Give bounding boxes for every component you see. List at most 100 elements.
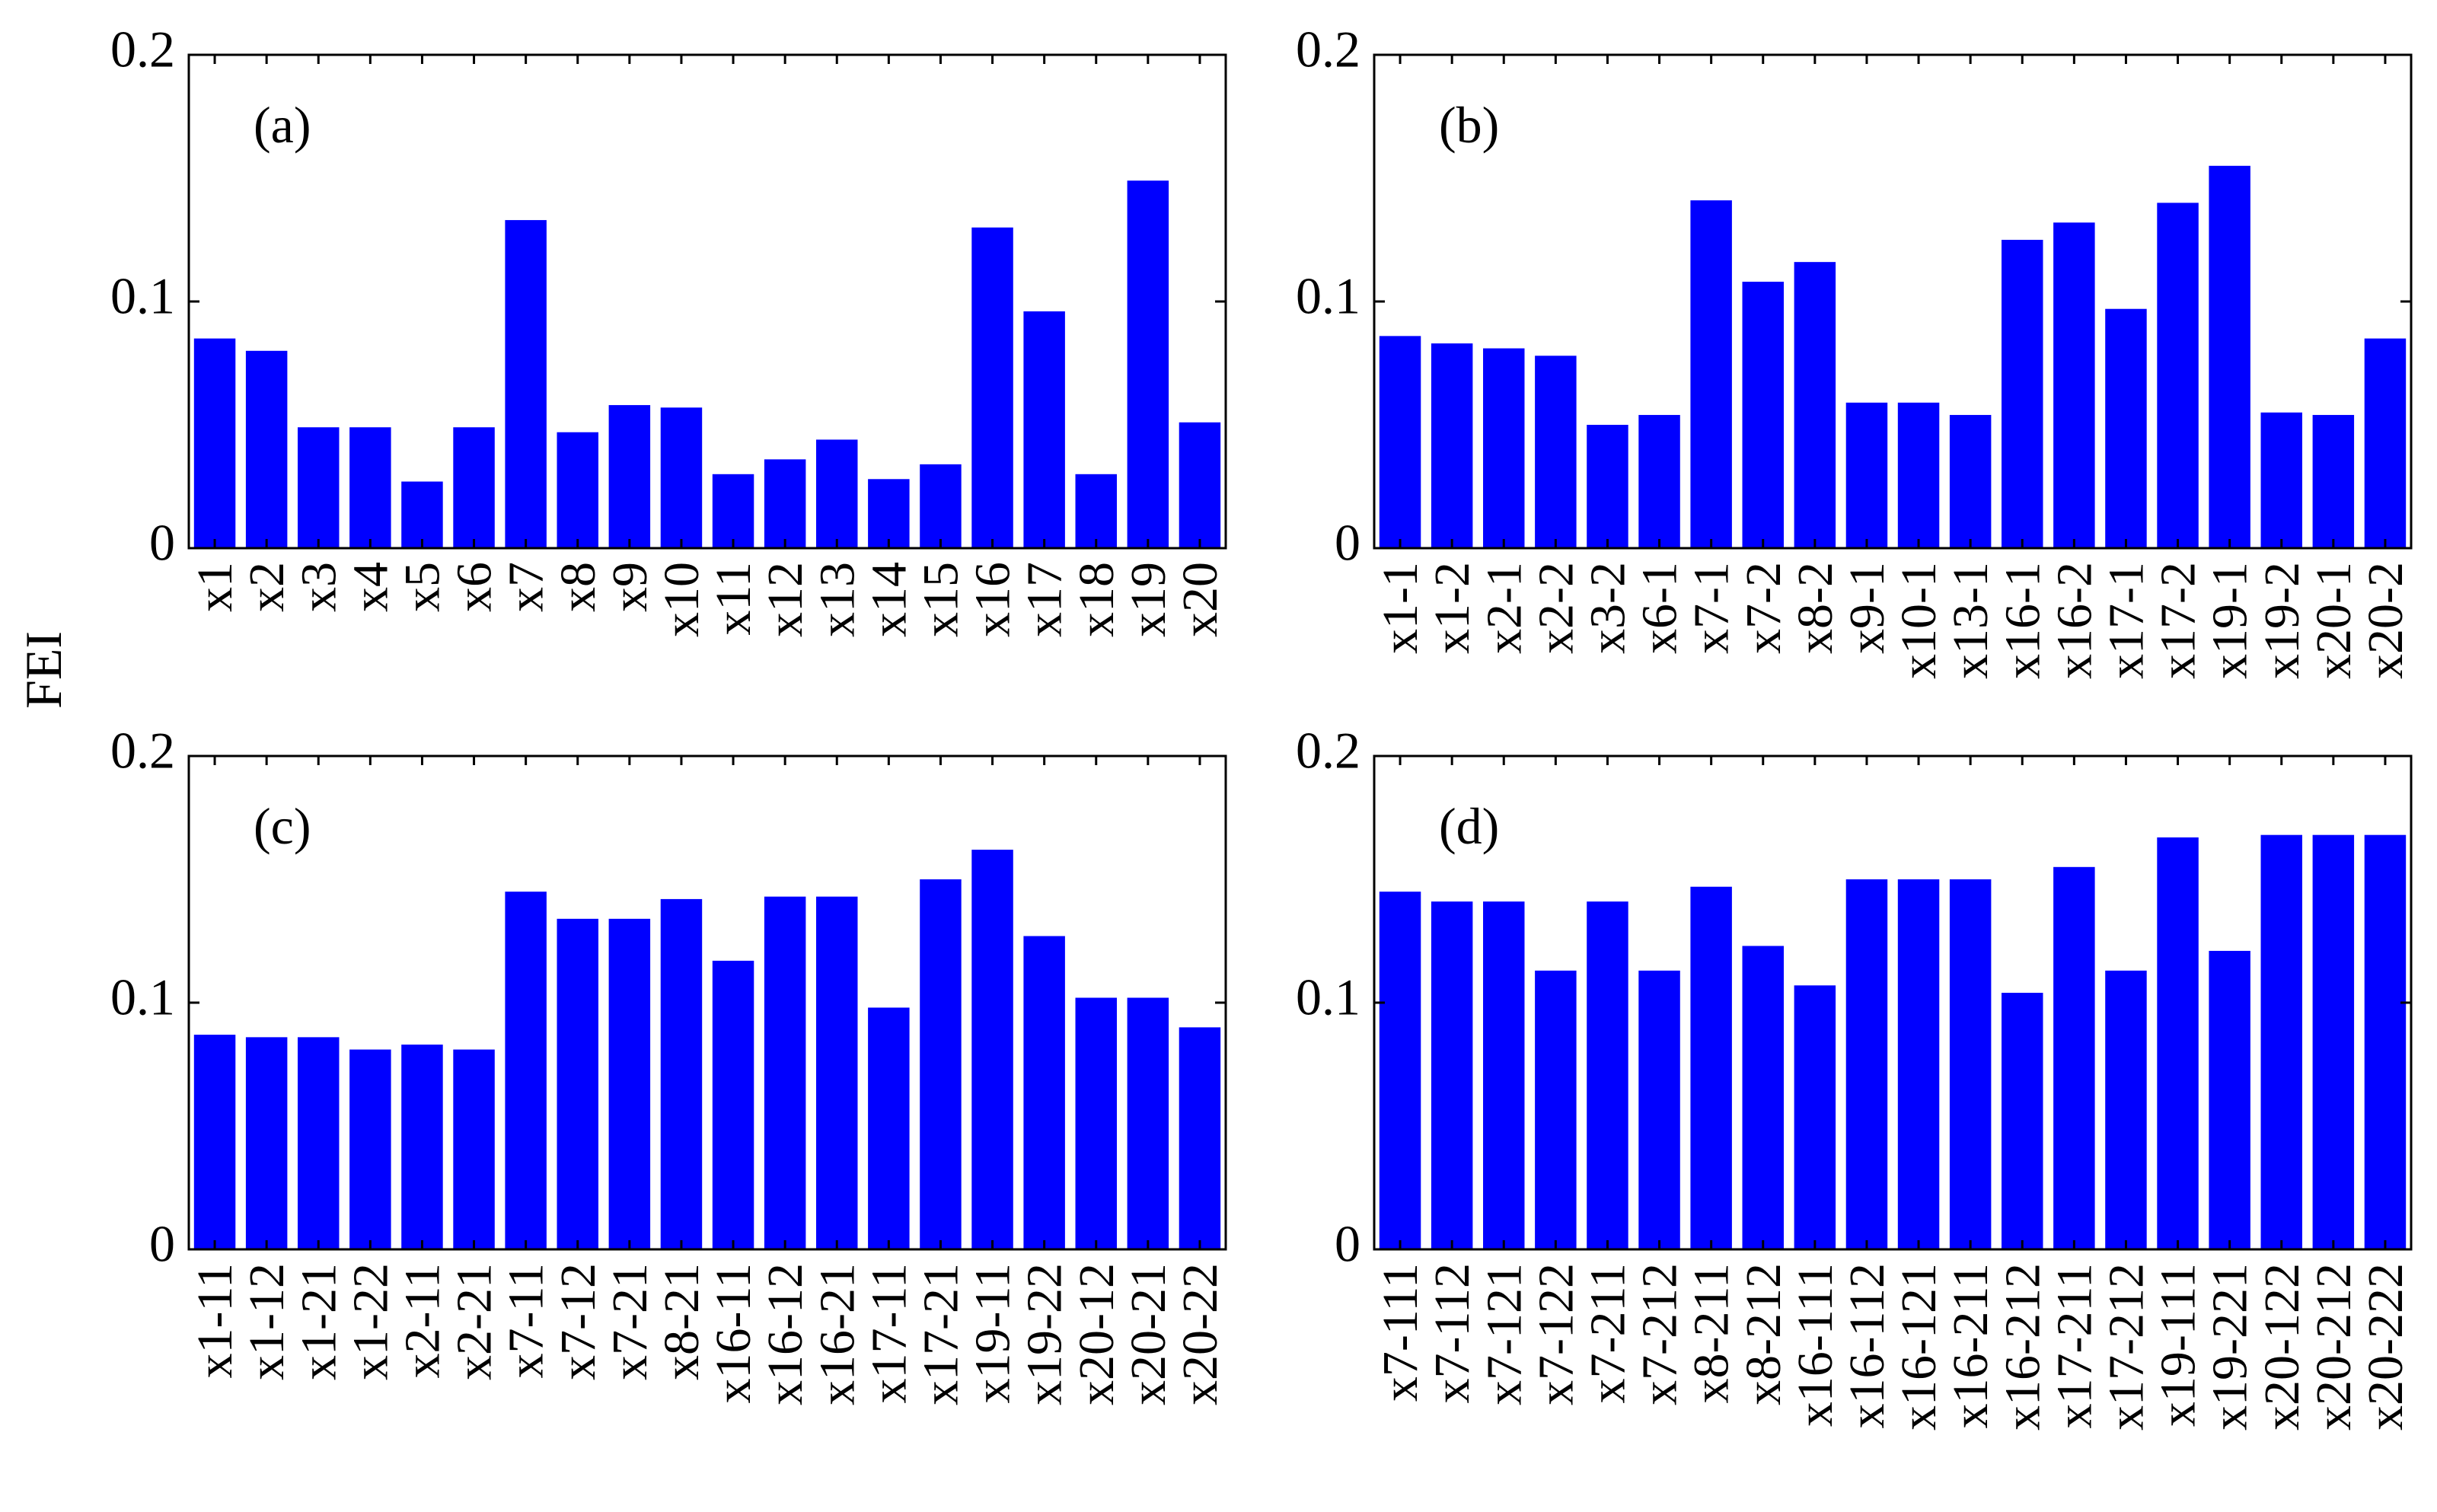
x-tick-label: x8-212 <box>1736 1263 1791 1405</box>
bar-x7-111 <box>1379 892 1421 1249</box>
x-tick-label: x1-1 <box>1373 562 1428 654</box>
y-tick-label: 0 <box>1335 1215 1360 1273</box>
x-tick-label: x16-121 <box>1891 1263 1947 1431</box>
panel-label: (c) <box>254 797 311 855</box>
chart-panel-d: 0 0.1 0.2 x7-111x7-112x7-121x7-122x7-211x7-… <box>1296 722 2413 1431</box>
bar-x19 <box>1127 180 1169 549</box>
x-tick-label: x16-211 <box>1943 1263 1998 1429</box>
y-tick-label: 0 <box>149 1215 175 1273</box>
x-tick-label: x2-21 <box>447 1263 502 1380</box>
x-tick-label: x16-11 <box>706 1263 761 1404</box>
bar-x16 <box>971 227 1013 548</box>
bar-x18 <box>1075 474 1117 548</box>
x-tick-label: x19-1 <box>2203 562 2258 679</box>
x-tick-label: x4 <box>343 562 398 612</box>
bar-x19-221 <box>2209 950 2250 1249</box>
axes-box <box>1373 754 2413 1251</box>
x-tick-label: x16-112 <box>1839 1263 1895 1429</box>
bar-x7-211 <box>1587 901 1628 1249</box>
x-tick-label: x1-11 <box>187 1263 243 1379</box>
x-tick-label: x7-112 <box>1424 1263 1480 1404</box>
bar-x20-12 <box>1075 997 1117 1249</box>
bar-x17-11 <box>868 1007 910 1249</box>
bar-x16-21 <box>816 896 858 1249</box>
bar-x14 <box>868 479 910 548</box>
x-tick-label: x9 <box>602 562 658 612</box>
bar-x16-112 <box>1845 879 1888 1249</box>
bar-x12 <box>764 459 806 548</box>
x-tick-label: x7-212 <box>1632 1263 1688 1405</box>
x-tick-label: x17-211 <box>2046 1263 2102 1429</box>
bar-x20-22 <box>1179 1027 1221 1249</box>
bar-x17 <box>1023 311 1065 548</box>
x-tick-label: x6 <box>447 562 502 612</box>
y-tick-label: 0.1 <box>110 267 175 325</box>
x-tick-label: x19-111 <box>2151 1263 2206 1427</box>
bar-x15 <box>920 464 962 548</box>
chart-panel-b: 00.10.2x1-1x1-2x2-1x2-2x3-2x6-1x7-1x7-2x… <box>1296 21 2413 679</box>
bar-x19-11 <box>971 850 1013 1249</box>
x-tick-label: x6-1 <box>1632 562 1688 654</box>
bar-x16-1 <box>2002 240 2043 548</box>
x-tick-label: x7-11 <box>499 1263 554 1379</box>
x-tick-label: x9-1 <box>1839 562 1895 654</box>
bar-x2-21 <box>453 1049 495 1249</box>
bar-x20-21 <box>1127 997 1169 1249</box>
bar-x10-1 <box>1897 402 1940 548</box>
x-tick-label: x16-212 <box>1995 1263 2050 1431</box>
x-tick-label: x1-21 <box>291 1263 346 1380</box>
x-tick-label: x19-11 <box>965 1263 1021 1404</box>
bar-x16-111 <box>1794 985 1836 1249</box>
panel-label: (b) <box>1439 96 1499 154</box>
bar-x19-1 <box>2209 165 2250 549</box>
y-tick-label: 0 <box>149 514 175 572</box>
x-tick-label: x7-2 <box>1736 562 1791 654</box>
bar-x19-22 <box>1023 936 1065 1249</box>
x-tick-label: x17-1 <box>2098 562 2154 679</box>
bar-x7-212 <box>1638 970 1680 1249</box>
x-tick-label: x8-211 <box>1684 1263 1740 1404</box>
bar-x20-212 <box>2312 834 2355 1249</box>
y-tick-label: 0.2 <box>110 21 175 78</box>
x-tick-label: x17-2 <box>2151 562 2206 679</box>
bar-x9 <box>608 405 651 548</box>
x-tick-label: x20-1 <box>2306 562 2362 679</box>
x-tick-label: x1 <box>187 562 243 612</box>
x-tick-label: x16-2 <box>2046 562 2102 679</box>
y-tick-label: 0.2 <box>110 722 175 780</box>
bar-x1-2 <box>1431 343 1473 548</box>
x-tick-label: x20-222 <box>2358 1263 2413 1431</box>
bar-x8-212 <box>1742 946 1784 1249</box>
bar-x1-22 <box>349 1049 391 1249</box>
bar-x2-11 <box>401 1045 443 1249</box>
panel-label: (a) <box>254 96 311 154</box>
bar-x17-21 <box>920 879 962 1249</box>
x-tick-label: x20-21 <box>1121 1263 1176 1405</box>
bar-x9-1 <box>1845 402 1888 548</box>
x-tick-label: x10 <box>654 562 710 637</box>
x-tick-label: x7-21 <box>602 1263 658 1380</box>
bar-x17-1 <box>2105 308 2147 548</box>
bar-x7-11 <box>505 892 547 1249</box>
x-tick-label: x20-22 <box>1172 1263 1228 1405</box>
x-tick-label: x16-1 <box>1995 562 2050 679</box>
x-tick-label: x7 <box>499 562 554 612</box>
y-tick-label: 0.1 <box>1296 968 1360 1026</box>
x-tick-label: x8-21 <box>654 1263 710 1380</box>
bar-x8-2 <box>1794 262 1836 548</box>
bar-x7-12 <box>557 918 598 1249</box>
bar-x11 <box>712 474 754 548</box>
x-tick-label: x7-121 <box>1476 1263 1532 1405</box>
x-tick-label: x19-2 <box>2254 562 2310 679</box>
bar-x16-121 <box>1897 879 1940 1249</box>
bar-x4 <box>349 427 391 548</box>
x-tick-label: x16 <box>965 562 1021 637</box>
bar-x20 <box>1179 422 1221 548</box>
x-tick-label: x11 <box>706 562 761 636</box>
x-tick-label: x12 <box>758 562 813 637</box>
x-tick-label: x15 <box>913 562 968 637</box>
bar-x6 <box>453 427 495 548</box>
x-tick-label: x7-1 <box>1684 562 1740 654</box>
